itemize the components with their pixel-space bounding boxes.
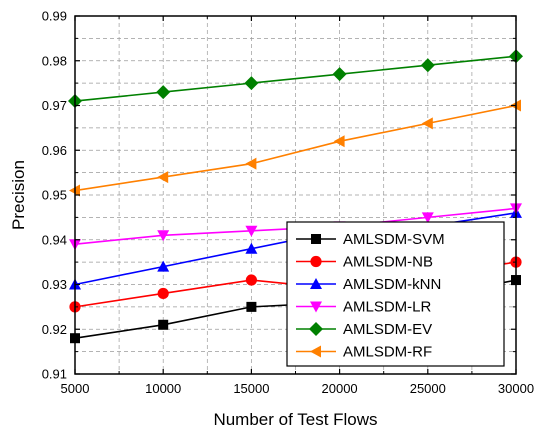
data-point-amlsdm-lr (245, 225, 258, 237)
y-tick-labels: 0.91 0.92 0.93 0.94 0.95 0.96 0.97 0.98 0.99 (42, 9, 67, 382)
data-point-amlsdm-rf (157, 171, 169, 184)
series-amlsdm-rf (69, 99, 521, 197)
legend-marker-amlsdm-knn (310, 278, 322, 289)
series-line-amlsdm-rf (74, 104, 517, 192)
x-axis-title: Number of Test Flows (213, 410, 377, 429)
axis-ticks (74, 15, 517, 375)
y-tick-label: 0.99 (42, 9, 67, 24)
y-tick-label: 0.96 (42, 143, 67, 158)
x-tick-label: 25000 (410, 381, 446, 396)
data-point-amlsdm-nb (245, 274, 257, 286)
data-point-amlsdm-ev (244, 76, 259, 91)
x-tick-label: 30000 (498, 381, 534, 396)
data-point-amlsdm-rf (333, 135, 345, 148)
legend-item-amlsdm-nb: AMLSDM-NB (296, 254, 433, 271)
data-point-amlsdm-nb (157, 287, 169, 300)
legend-label-amlsdm-knn: AMLSDM-kNN (343, 276, 441, 293)
data-point-amlsdm-svm (158, 319, 169, 330)
x-tick-label: 10000 (145, 381, 181, 396)
data-point-amlsdm-rf (245, 157, 257, 170)
x-tick-label: 15000 (233, 381, 269, 396)
legend-item-amlsdm-svm: AMLSDM-SVM (296, 231, 445, 248)
y-tick-label: 0.94 (42, 232, 67, 247)
data-point-amlsdm-rf (421, 117, 433, 130)
data-point-amlsdm-knn (245, 242, 258, 254)
data-point-amlsdm-ev (332, 67, 347, 82)
x-tick-label: 5000 (61, 381, 90, 396)
legend-label-amlsdm-svm: AMLSDM-SVM (343, 231, 445, 248)
legend-marker-amlsdm-rf (310, 345, 321, 358)
data-point-amlsdm-lr (421, 212, 434, 224)
series-amlsdm-ev (68, 49, 523, 109)
legend-marker-amlsdm-svm (311, 234, 321, 244)
y-tick-label: 0.91 (42, 367, 67, 382)
legend-marker-amlsdm-lr (310, 301, 322, 313)
y-tick-label: 0.92 (42, 322, 67, 337)
x-tick-label: 20000 (322, 381, 358, 396)
y-axis-title: Precision (9, 160, 28, 230)
legend-label-amlsdm-rf: AMLSDM-RF (343, 344, 432, 361)
y-tick-label: 0.97 (42, 98, 67, 113)
x-tick-labels: 5000 10000 15000 20000 25000 30000 (61, 381, 535, 396)
data-point-amlsdm-ev (420, 58, 435, 73)
legend-marker-amlsdm-ev (309, 322, 323, 336)
data-point-amlsdm-knn (157, 260, 170, 272)
legend-marker-amlsdm-nb (310, 255, 322, 268)
data-point-amlsdm-ev (156, 85, 171, 100)
data-point-amlsdm-lr (157, 230, 170, 242)
data-point-amlsdm-svm (246, 301, 257, 312)
legend-box (286, 221, 505, 367)
legend-label-amlsdm-nb: AMLSDM-NB (343, 254, 433, 271)
legend-item-amlsdm-rf: AMLSDM-RF (296, 344, 432, 361)
legend-item-amlsdm-ev: AMLSDM-EV (296, 321, 432, 338)
y-tick-label: 0.95 (42, 188, 67, 203)
legend-label-amlsdm-ev: AMLSDM-EV (343, 321, 432, 338)
y-tick-label: 0.93 (42, 277, 67, 292)
legend-item-amlsdm-lr: AMLSDM-LR (296, 299, 432, 316)
series-line-amlsdm-ev (74, 55, 517, 102)
legend-label-amlsdm-lr: AMLSDM-LR (343, 299, 432, 316)
legend-item-amlsdm-knn: AMLSDM-kNN (296, 276, 441, 293)
y-tick-label: 0.98 (42, 53, 67, 68)
legend: AMLSDM-SVM AMLSDM-NB AMLSDM-kNN AMLSDM-LR AM… (286, 221, 505, 367)
